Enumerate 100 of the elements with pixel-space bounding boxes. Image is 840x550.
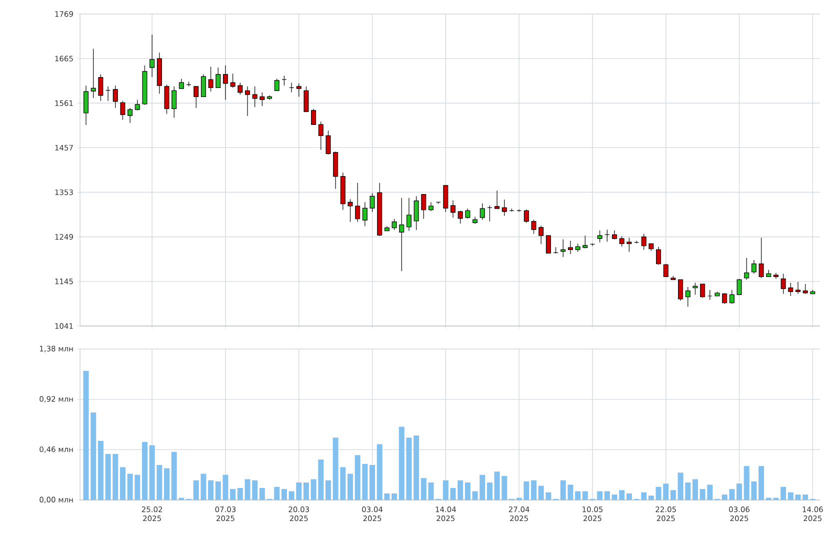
bar (597, 491, 603, 500)
candlestick (685, 286, 690, 308)
candlestick (465, 208, 470, 219)
candlestick (304, 86, 309, 112)
candlestick (274, 78, 280, 92)
bar (98, 440, 104, 500)
candlestick (788, 282, 794, 296)
candlestick (524, 209, 529, 224)
bar (281, 489, 287, 500)
candlestick (98, 74, 104, 102)
bar (442, 480, 448, 500)
candlestick (744, 258, 750, 280)
candlestick (134, 99, 140, 111)
candlestick (421, 194, 426, 220)
candlestick (178, 78, 184, 90)
bar (648, 496, 654, 500)
bar (531, 480, 537, 500)
bar (575, 491, 581, 500)
bar (414, 435, 420, 500)
bar (692, 479, 698, 500)
candlestick (164, 84, 170, 114)
candlestick (480, 203, 485, 220)
candlestick (311, 108, 316, 125)
candlestick (222, 65, 228, 100)
candlestick (90, 48, 96, 98)
candlestick (560, 239, 566, 258)
candlestick (370, 192, 375, 212)
candlestick (626, 237, 632, 252)
bar (736, 484, 742, 500)
bar (259, 488, 265, 500)
candlestick (238, 82, 243, 95)
bar (758, 466, 764, 500)
bar (230, 489, 236, 500)
candlestick (326, 130, 331, 155)
candlestick (546, 235, 551, 254)
candlestick (172, 86, 177, 118)
candlestick (568, 240, 573, 254)
candlestick (318, 121, 324, 150)
candlestick (700, 284, 706, 298)
candlestick (641, 234, 646, 250)
candlestick (795, 282, 800, 294)
candlestick (780, 273, 786, 294)
candlestick (751, 260, 756, 274)
candlestick (758, 237, 764, 278)
candlestick (120, 100, 126, 120)
candlestick (216, 67, 221, 88)
bar (619, 490, 625, 500)
candlestick (678, 279, 684, 302)
bar (626, 493, 632, 500)
candlestick (230, 73, 236, 88)
candlestick (502, 199, 507, 216)
bar (348, 474, 354, 500)
bar (780, 486, 786, 500)
candlestick (443, 185, 448, 212)
candlestick (362, 202, 368, 226)
bar (164, 468, 170, 500)
candlestick (296, 83, 302, 98)
candlestick (194, 86, 199, 108)
candlestick (84, 85, 89, 126)
candlestick (244, 86, 250, 116)
candlestick (692, 282, 698, 296)
candlestick (531, 219, 536, 234)
candlestick (392, 218, 397, 230)
candlestick (802, 284, 808, 294)
candlestick (355, 182, 360, 222)
bar (802, 494, 808, 500)
candlestick (538, 225, 544, 244)
candlestick (619, 236, 624, 248)
candlestick (472, 216, 478, 224)
candlestick (722, 292, 728, 304)
bar (670, 490, 676, 500)
bar (464, 482, 470, 500)
candlestick (597, 230, 602, 243)
candlestick (582, 235, 588, 249)
candlestick (656, 246, 662, 266)
candlestick (458, 210, 463, 224)
candlestick (494, 190, 500, 209)
bar (120, 467, 126, 500)
candlestick (112, 85, 118, 108)
candlestick (736, 278, 742, 296)
candlestick (773, 272, 778, 280)
candlestick (729, 290, 734, 304)
candlestick (333, 151, 338, 190)
bar (208, 480, 214, 500)
bar (370, 464, 376, 500)
candlestick (406, 198, 412, 232)
candlestick (399, 198, 404, 272)
candlestick (450, 200, 456, 218)
candlestick (150, 34, 155, 78)
candlestick (252, 86, 258, 108)
candlestick (208, 66, 214, 92)
candlestick (414, 196, 419, 230)
candlestick (260, 92, 265, 106)
candlestick (128, 108, 133, 124)
candlestick (200, 74, 206, 98)
candlestick (348, 198, 353, 222)
bar (392, 493, 398, 500)
bar (325, 480, 331, 500)
bar (142, 442, 148, 500)
candlestick (663, 264, 668, 278)
